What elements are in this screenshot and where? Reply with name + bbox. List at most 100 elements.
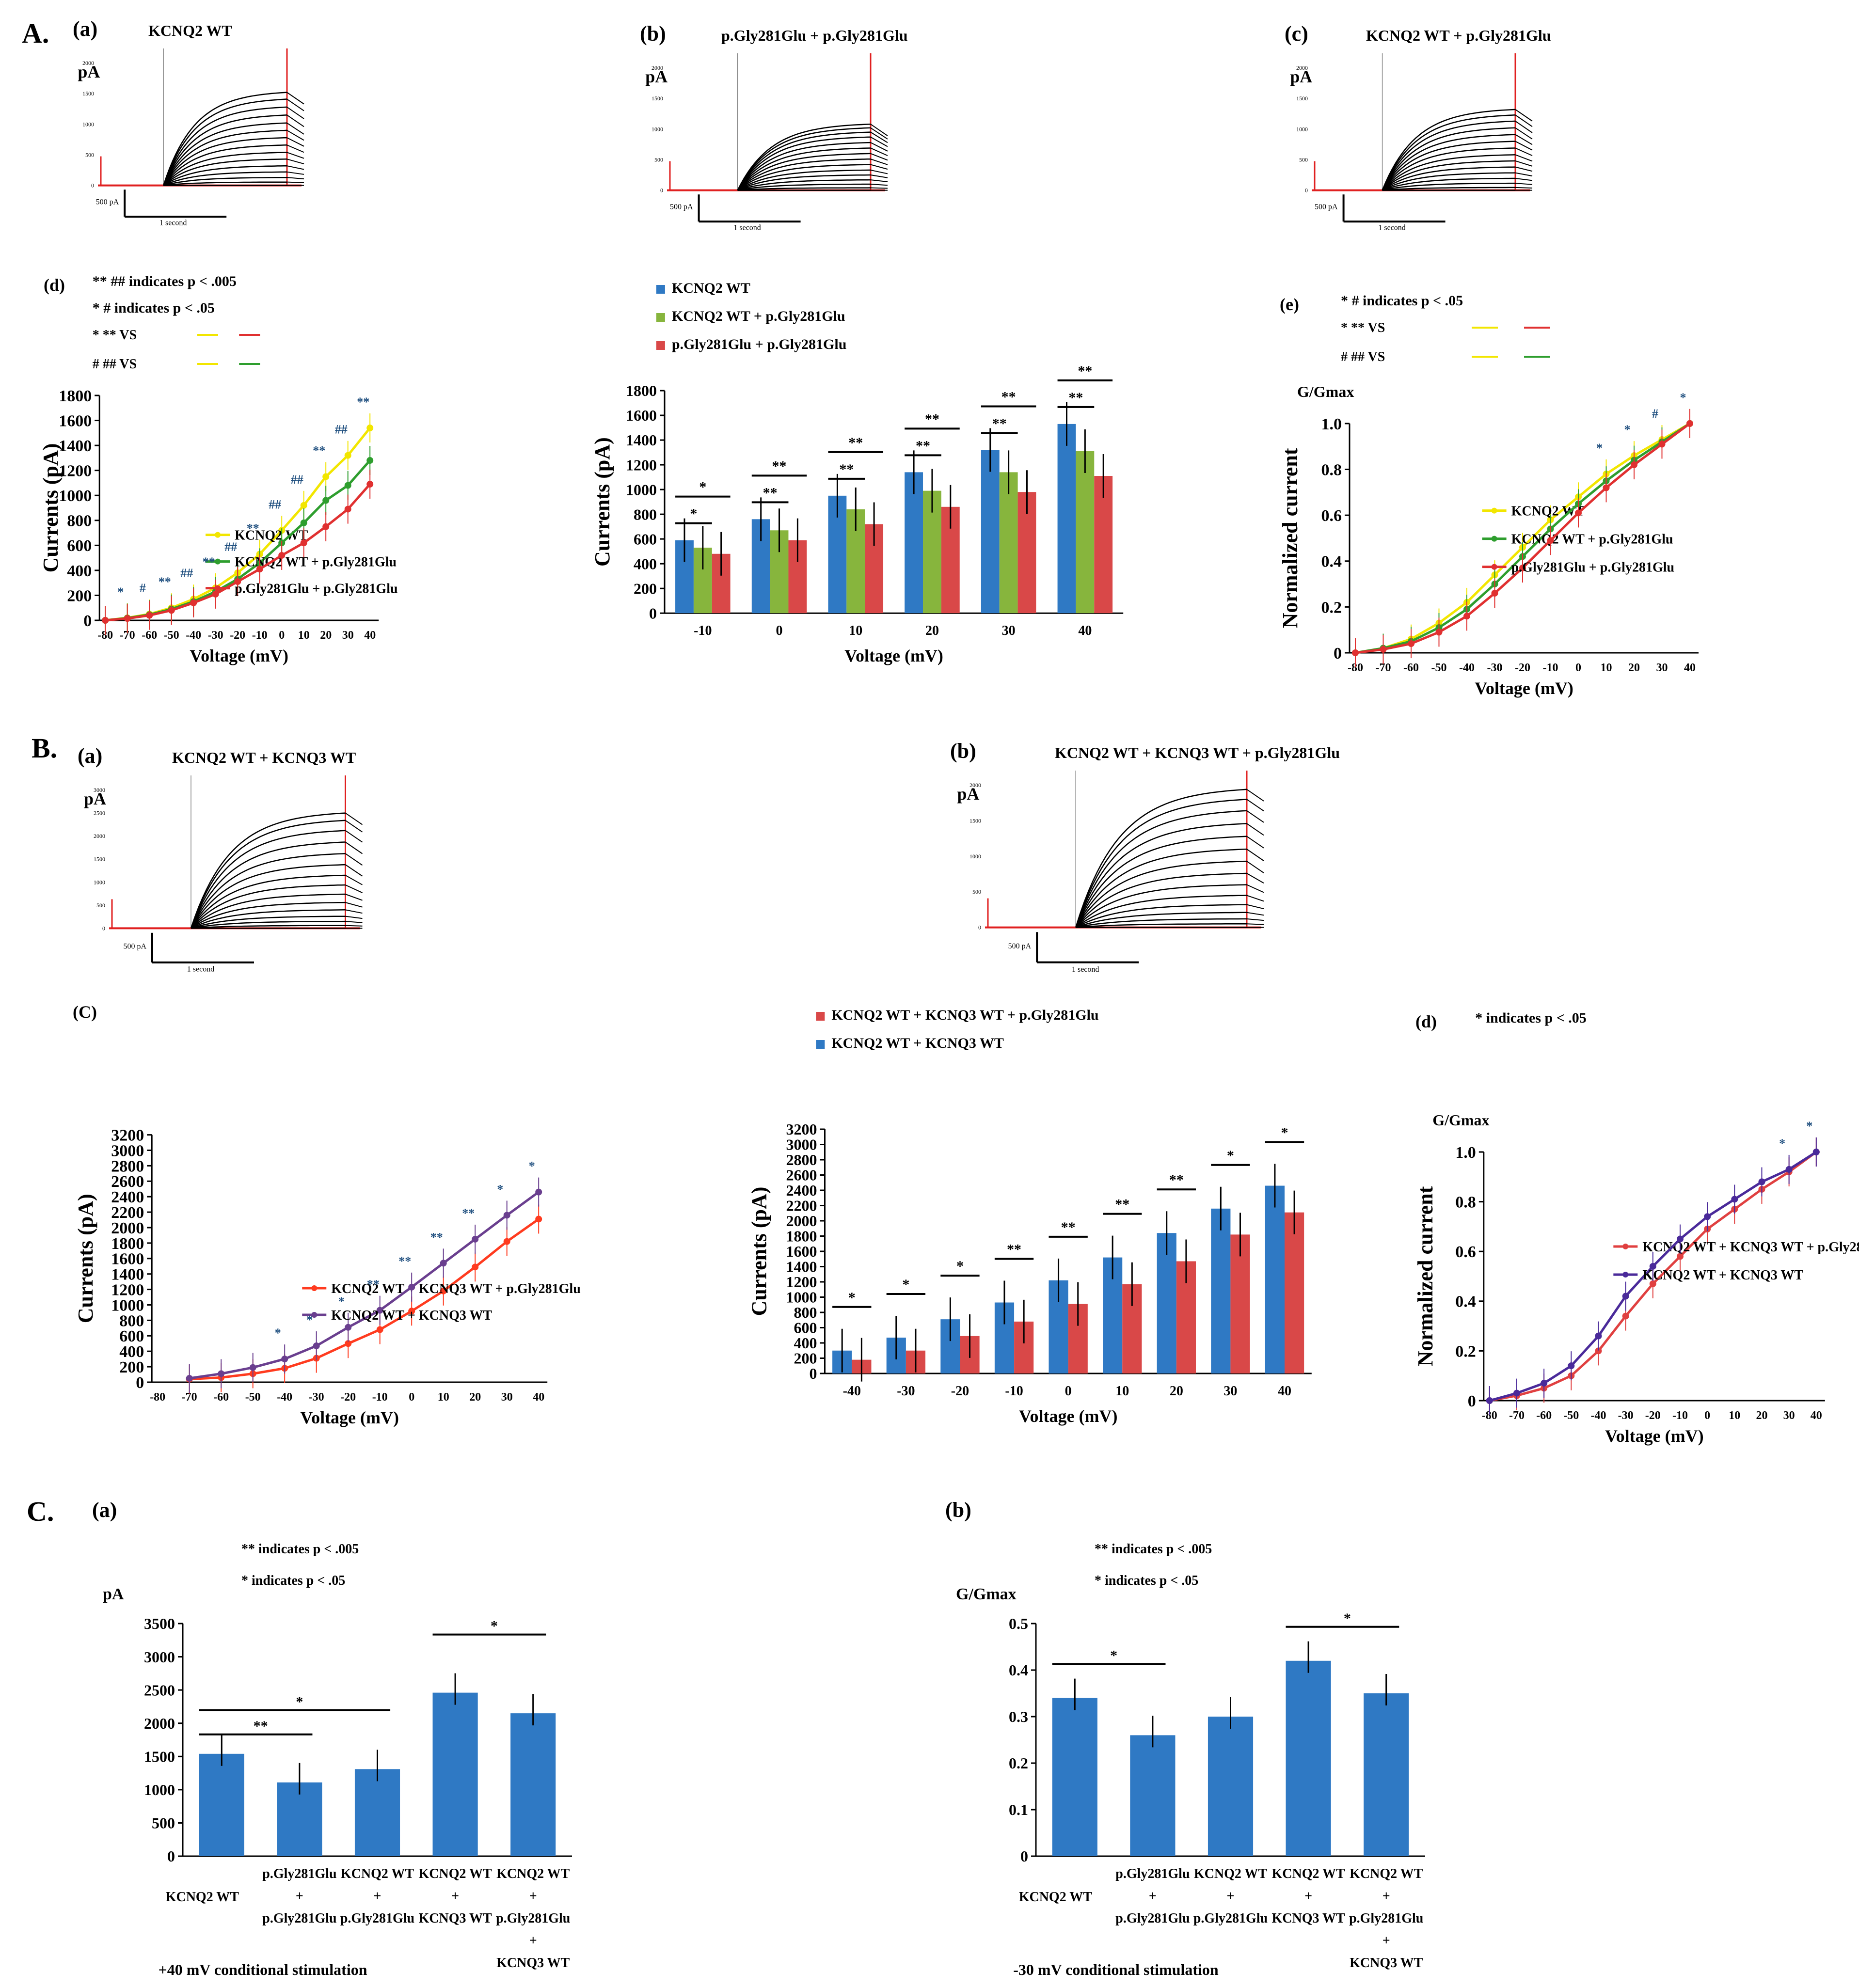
significance-mark: ## — [180, 566, 193, 580]
tail-current-trace — [286, 152, 304, 159]
tail-current-trace — [870, 164, 888, 170]
data-point — [1568, 1362, 1575, 1370]
x-axis-label: Voltage (mV) — [1605, 1426, 1704, 1446]
current-trace — [1382, 177, 1515, 191]
significance-mark: * — [956, 1258, 964, 1274]
y-tick-label: 1500 — [94, 856, 105, 863]
category-label: KCNQ2 WT — [166, 1890, 239, 1905]
category-label: KCNQ2 WT — [496, 1866, 570, 1881]
x-tick-label: -40 — [277, 1391, 292, 1404]
data-point — [190, 599, 197, 606]
y-tick-label: 1000 — [786, 1289, 817, 1306]
scale-time-label: 1 second — [187, 965, 214, 974]
y-tick-label: 1400 — [786, 1258, 817, 1276]
x-tick-label: 10 — [849, 623, 862, 638]
bar — [1364, 1693, 1409, 1856]
y-tick-label: 2200 — [111, 1204, 144, 1222]
legend-marker — [215, 532, 221, 538]
significance-mark: ** — [763, 485, 778, 501]
significance-mark: * — [1779, 1136, 1785, 1151]
tail-current-trace — [345, 830, 363, 843]
data-point — [186, 1375, 193, 1382]
y-tick-label: 800 — [634, 505, 657, 523]
bar — [354, 1769, 400, 1856]
current-trace — [190, 853, 346, 929]
y-tick-label: 0.2 — [1455, 1342, 1476, 1360]
bar — [1076, 451, 1095, 614]
series-line — [189, 1218, 540, 1381]
data-point — [1631, 461, 1637, 469]
legend-swatch — [656, 341, 665, 350]
current-trace — [1382, 166, 1516, 191]
data-point — [503, 1238, 510, 1245]
data-point — [503, 1212, 510, 1219]
y-tick-label: 0 — [83, 612, 92, 630]
y-tick-label: 1500 — [651, 95, 663, 102]
tail-current-trace — [286, 165, 304, 170]
current-trace — [163, 106, 287, 186]
data-point — [1704, 1213, 1711, 1220]
legend-swatch — [656, 285, 665, 294]
unit-label: G/Gmax — [956, 1585, 1017, 1603]
current-trace — [737, 164, 871, 191]
significance-mark: ** — [1068, 390, 1083, 406]
current-trace — [191, 893, 346, 929]
tail-current-trace — [1246, 895, 1264, 902]
current-trace — [1382, 187, 1515, 191]
y-tick-label: 0 — [91, 182, 94, 189]
tail-current-trace — [1246, 884, 1264, 893]
significance-mark: * — [699, 479, 706, 495]
significance-mark: * — [529, 1159, 535, 1173]
x-tick-label: 10 — [1601, 662, 1612, 674]
y-tick-label: 1400 — [626, 431, 657, 449]
x-tick-label: -30 — [208, 629, 223, 642]
x-tick-label: 0 — [776, 623, 783, 638]
y-tick-label: 1800 — [626, 382, 657, 399]
section-label-B: B. — [32, 732, 58, 764]
series-line — [189, 1191, 540, 1380]
tail-current-trace — [345, 853, 363, 866]
x-tick-label: 30 — [342, 629, 354, 642]
y-tick-label: 200 — [119, 1358, 144, 1376]
current-trace — [1075, 918, 1247, 928]
y-tick-label: 500 — [972, 888, 981, 895]
data-point — [440, 1287, 447, 1294]
y-tick-label: 0.4 — [1455, 1293, 1476, 1311]
current-trace — [737, 179, 871, 191]
y-tick-label: 2200 — [786, 1197, 817, 1215]
current-trace — [191, 909, 346, 929]
data-point — [344, 482, 351, 489]
current-trace — [191, 920, 346, 929]
tail-current-trace — [1515, 127, 1533, 140]
significance-mark: ** — [1007, 1242, 1021, 1258]
tail-current-trace — [1246, 918, 1264, 921]
y-tick-label: 2400 — [111, 1188, 144, 1206]
y-tick-label: 1500 — [82, 90, 94, 97]
y-tick-label: 2000 — [111, 1219, 144, 1237]
panel-letter: (b) — [640, 22, 666, 46]
current-trace — [163, 181, 287, 186]
data-point — [345, 1340, 352, 1347]
current-trace — [163, 129, 287, 186]
tail-current-trace — [870, 183, 888, 186]
category-label: + — [529, 1889, 537, 1904]
current-trace — [163, 137, 287, 186]
significance-mark: * — [1680, 391, 1686, 405]
y-tick-label: 400 — [67, 562, 92, 580]
tail-current-trace — [345, 812, 363, 825]
x-tick-label: 40 — [1278, 1384, 1291, 1399]
scale-current-label: 500 pA — [96, 198, 119, 206]
significance-mark: * — [117, 585, 124, 599]
unit-label: pA — [103, 1585, 124, 1603]
current-trace — [1382, 120, 1516, 191]
x-tick-label: 30 — [1223, 1384, 1237, 1399]
data-point — [366, 425, 374, 432]
x-tick-label: -40 — [186, 629, 201, 642]
y-tick-label: 1000 — [82, 121, 94, 127]
y-tick-label: 2000 — [82, 60, 94, 66]
current-trace — [737, 183, 871, 191]
data-point — [345, 1324, 352, 1331]
tail-current-trace — [1246, 799, 1264, 812]
x-tick-label: 10 — [1729, 1409, 1740, 1422]
current-trace — [163, 98, 287, 186]
